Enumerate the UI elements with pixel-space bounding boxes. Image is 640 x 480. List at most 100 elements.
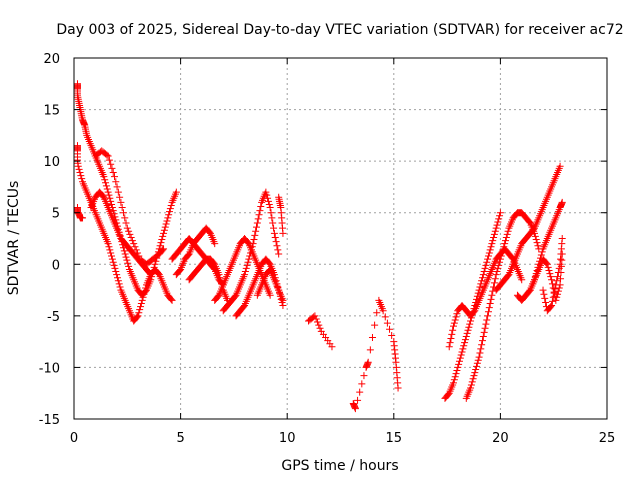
data-point — [126, 230, 134, 238]
data-point — [272, 238, 280, 246]
data-point — [495, 261, 503, 269]
data-point — [469, 375, 477, 383]
data-point — [275, 250, 283, 258]
data-point — [154, 270, 162, 278]
data-point — [450, 376, 458, 384]
data-point — [256, 207, 264, 215]
data-point — [123, 224, 131, 232]
data-points — [74, 80, 566, 413]
data-point — [530, 225, 538, 233]
data-point — [371, 321, 379, 329]
data-point — [120, 247, 128, 255]
data-point — [539, 286, 547, 294]
data-point — [99, 192, 107, 200]
data-point — [480, 268, 488, 276]
data-point — [525, 287, 533, 295]
data-series — [275, 193, 287, 237]
data-point — [113, 274, 121, 282]
data-point — [103, 185, 111, 193]
data-point — [109, 168, 117, 176]
data-point — [105, 243, 113, 251]
data-point — [211, 240, 219, 248]
data-point — [491, 275, 499, 283]
data-point — [466, 320, 474, 328]
data-point — [132, 246, 140, 254]
data-point — [489, 287, 497, 295]
data-point — [496, 255, 504, 263]
data-point — [113, 271, 121, 279]
data-point — [268, 214, 276, 222]
data-point — [264, 194, 272, 202]
data-point — [241, 268, 249, 276]
data-point — [163, 217, 171, 225]
data-point — [451, 373, 459, 381]
x-tick-label: 20 — [492, 431, 509, 446]
data-point — [558, 235, 566, 242]
data-point — [184, 251, 192, 259]
data-point — [551, 285, 559, 293]
data-point — [444, 390, 452, 398]
data-point — [502, 233, 510, 241]
data-point — [547, 303, 555, 311]
data-point — [531, 232, 539, 240]
data-point — [315, 321, 323, 329]
data-point — [115, 280, 123, 288]
data-point — [111, 264, 119, 272]
data-point — [473, 359, 481, 367]
data-point — [116, 193, 124, 201]
data-point — [537, 251, 545, 259]
data-point — [160, 229, 168, 237]
data-point — [542, 259, 550, 267]
data-point — [351, 405, 359, 413]
data-point — [454, 363, 462, 371]
y-tick-label: -15 — [39, 413, 60, 428]
data-point — [107, 160, 115, 168]
data-point — [159, 232, 167, 240]
data-point — [265, 200, 273, 208]
data-point — [460, 342, 468, 350]
data-point — [127, 233, 135, 241]
data-point — [216, 274, 224, 282]
data-point — [156, 242, 164, 250]
data-point — [248, 243, 256, 251]
data-point — [250, 236, 258, 244]
data-point — [131, 243, 139, 251]
data-point — [484, 312, 492, 320]
data-point — [135, 309, 143, 317]
data-point — [140, 290, 148, 298]
data-point — [546, 270, 554, 278]
x-tick-label: 0 — [70, 431, 78, 446]
data-point — [312, 315, 320, 323]
data-point — [455, 357, 463, 365]
data-point — [255, 211, 263, 219]
data-point — [108, 200, 116, 208]
x-tick-label: 25 — [599, 431, 616, 446]
data-point — [106, 246, 114, 254]
data-series — [462, 209, 543, 402]
data-point — [448, 330, 456, 338]
data-point — [252, 223, 260, 231]
data-point — [373, 309, 381, 317]
data-series — [305, 296, 402, 413]
data-point — [137, 299, 145, 307]
y-tick-label: 15 — [43, 104, 60, 119]
data-point — [146, 270, 154, 278]
data-point — [478, 274, 486, 282]
data-point — [487, 295, 495, 303]
data-point — [108, 164, 116, 172]
data-point — [244, 239, 252, 247]
data-point — [453, 367, 461, 375]
data-point — [108, 252, 116, 260]
axis-ticks — [73, 57, 608, 420]
data-point — [104, 152, 112, 160]
data-point — [463, 329, 471, 337]
data-point — [465, 323, 473, 331]
data-point — [354, 396, 362, 404]
y-tick-label: 0 — [52, 258, 60, 273]
data-point — [214, 292, 222, 300]
data-point — [553, 277, 561, 285]
data-point — [549, 293, 557, 301]
data-point — [484, 255, 492, 263]
data-point — [125, 227, 133, 235]
data-point — [542, 298, 550, 306]
